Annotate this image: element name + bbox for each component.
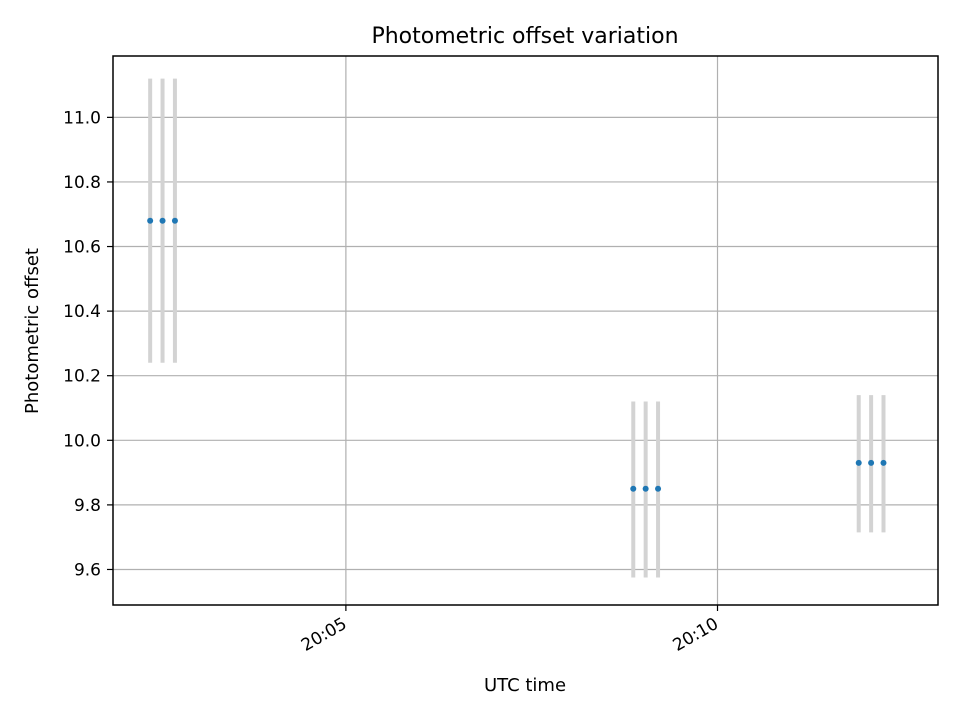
y-tick-label: 9.8 [74, 496, 101, 516]
data-point [642, 485, 649, 492]
chart-title: Photometric offset variation [371, 24, 678, 49]
y-tick-label: 9.6 [74, 560, 101, 580]
x-tick-label: 20:10 [670, 614, 722, 656]
data-point [171, 217, 178, 224]
y-axis-label: Photometric offset [22, 248, 43, 414]
x-axis-ticks: 20:05 20:10 [298, 605, 722, 656]
y-tick-label: 10.4 [63, 302, 101, 322]
data-point [159, 217, 166, 224]
y-tick-label: 10.6 [63, 238, 101, 258]
y-axis-ticks: 9.6 9.8 10.0 10.2 10.4 10.6 10.8 11.0 [63, 108, 113, 580]
grid [113, 56, 938, 605]
y-tick-label: 10.2 [63, 367, 101, 387]
data-point [855, 459, 862, 466]
y-tick-label: 10.0 [63, 431, 101, 451]
data-point [880, 459, 887, 466]
y-tick-label: 11.0 [63, 108, 101, 128]
y-tick-label: 10.8 [63, 173, 101, 193]
data-point [630, 485, 637, 492]
data-points [147, 217, 887, 492]
data-point [655, 485, 662, 492]
data-point [147, 217, 154, 224]
x-axis-label: UTC time [484, 675, 566, 696]
errorbars [148, 78, 886, 578]
data-point [868, 459, 875, 466]
plot-frame [112, 55, 939, 606]
x-tick-label: 20:05 [298, 614, 350, 656]
